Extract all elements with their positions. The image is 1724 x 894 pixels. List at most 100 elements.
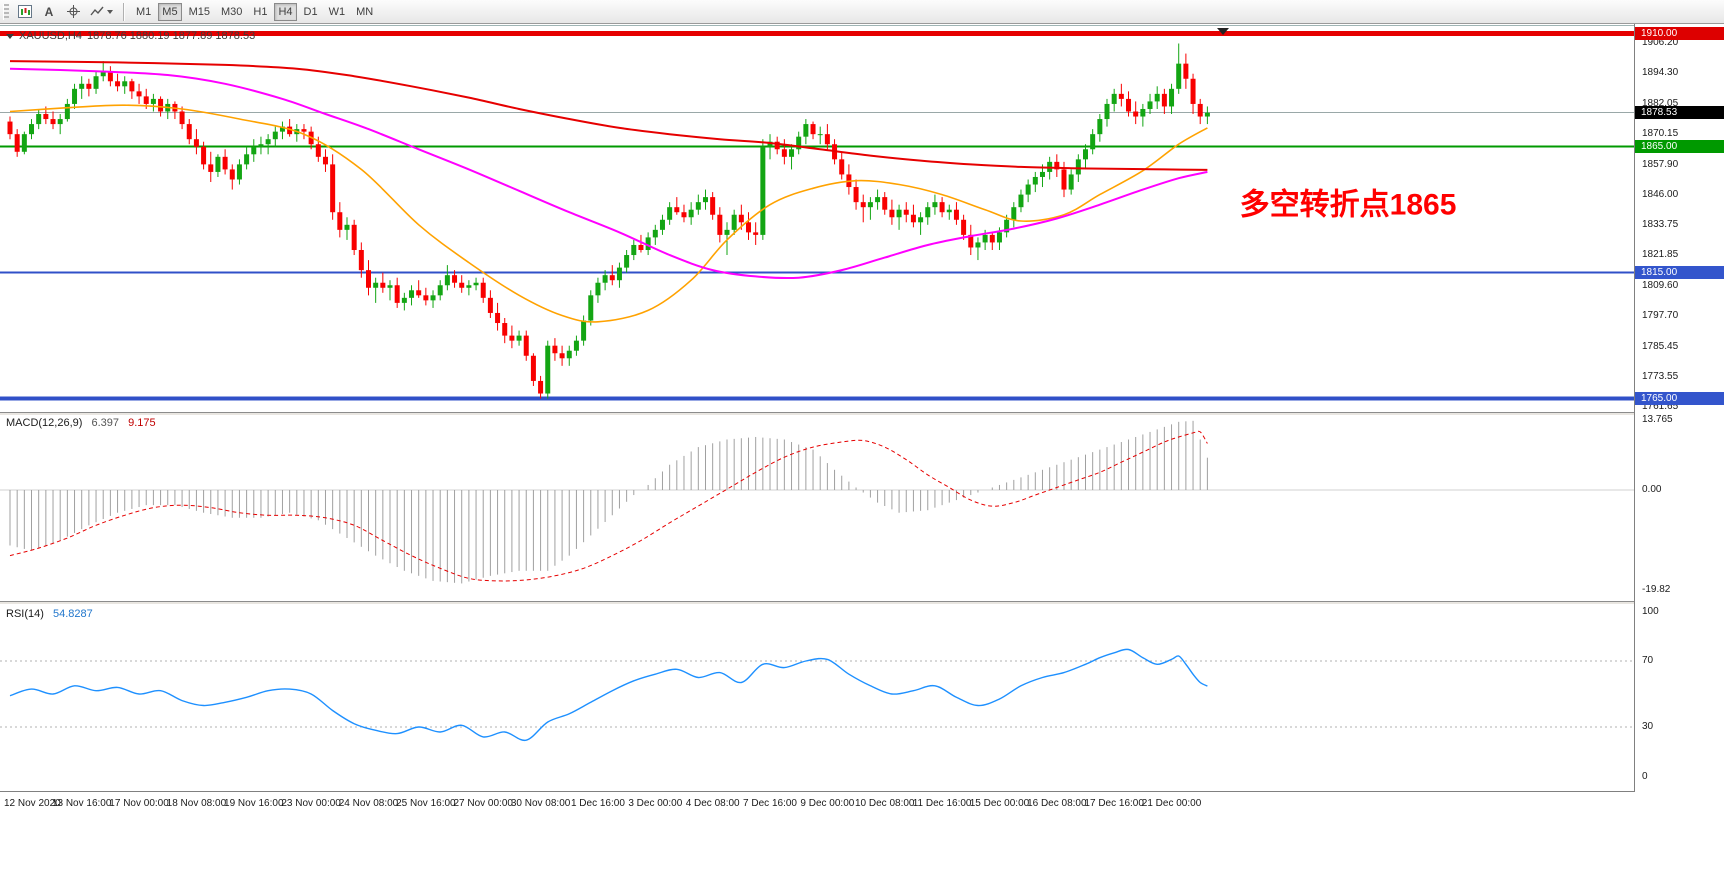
- candle-body: [681, 212, 687, 218]
- timeframe-button-d1[interactable]: D1: [303, 5, 318, 18]
- candle-body: [523, 335, 529, 356]
- candle-body: [115, 81, 121, 87]
- time-label: 30 Nov 08:00: [510, 798, 571, 809]
- chart-window-icon[interactable]: [14, 2, 36, 22]
- candle-body: [208, 164, 214, 172]
- rsi-label: RSI(14) 54.8287: [6, 608, 93, 620]
- candle-body: [738, 214, 744, 223]
- time-label: 23 Nov 00:00: [281, 798, 341, 809]
- price-tick-1846.00: 1846.00: [1642, 188, 1679, 200]
- candle-body: [344, 224, 350, 230]
- draw-tool-icon[interactable]: [86, 2, 116, 22]
- panel-separator-rsi[interactable]: [0, 601, 1724, 605]
- candle-body: [1197, 103, 1203, 117]
- candle-body: [193, 139, 199, 147]
- candle-body: [201, 146, 207, 165]
- candle-body: [1140, 108, 1146, 117]
- time-axis[interactable]: 12 Nov 2020 13 Nov 16:00 17 Nov 00:00 18 No…: [0, 791, 1724, 817]
- price-tick-1894.30: 1894.30: [1642, 66, 1679, 78]
- text-tool-icon[interactable]: A: [38, 2, 60, 22]
- main-chart-canvas[interactable]: 多空转折点1865: [0, 24, 1634, 413]
- candle-body: [595, 282, 601, 296]
- draw-tool-icon-svg: [89, 6, 104, 16]
- candle-body: [150, 98, 156, 104]
- price-tick-1797.70: 1797.70: [1642, 310, 1679, 322]
- candle-body: [538, 380, 544, 394]
- candle-body: [1061, 169, 1067, 190]
- symbol-dropdown-icon[interactable]: [6, 33, 14, 39]
- candle-body: [380, 282, 386, 288]
- candle-body: [107, 71, 113, 82]
- candle-body: [158, 98, 164, 112]
- price-tick-1773.55: 1773.55: [1642, 371, 1679, 383]
- ma-mid-magenta: [9, 67, 1208, 280]
- candle-body: [810, 124, 816, 135]
- crosshair-icon[interactable]: [62, 2, 84, 22]
- candle-body: [366, 270, 371, 288]
- rsi-panel-canvas[interactable]: [0, 606, 1634, 792]
- candle-body: [760, 146, 766, 235]
- timeframe-button-h4[interactable]: H4: [274, 2, 297, 21]
- timeframe-button-w1[interactable]: W1: [328, 5, 346, 18]
- macd-panel-canvas[interactable]: [0, 415, 1634, 601]
- candle-body: [796, 136, 802, 150]
- time-label: 24 Nov 08:00: [338, 798, 399, 809]
- candle-body: [136, 91, 142, 97]
- candle-body: [251, 146, 257, 155]
- time-label: 4 Dec 08:00: [685, 798, 740, 809]
- price-axis[interactable]: 1906.20 1894.30 1882.05 1870.15 1857.90 1846.…: [1634, 24, 1724, 792]
- timeframe-button-m15[interactable]: M15: [188, 5, 210, 18]
- candle-body: [416, 290, 422, 296]
- time-label: 12 Nov 2020: [4, 798, 61, 809]
- annotation-text: 多空转折点1865: [1240, 189, 1457, 222]
- candle-body: [1004, 219, 1010, 233]
- candle-body: [287, 126, 293, 135]
- candle-body: [1097, 119, 1103, 135]
- ma-slow-red: [9, 60, 1208, 171]
- candle-body: [1133, 111, 1139, 117]
- candle-body: [509, 335, 515, 341]
- time-label: 7 Dec 16:00: [743, 798, 797, 809]
- candle-body: [996, 232, 1002, 243]
- price-tag-1765.00: 1765.00: [1635, 392, 1724, 406]
- candle-body: [1147, 101, 1153, 109]
- price-tick-1906.20: 1906.20: [1642, 37, 1679, 48]
- candle-body: [573, 340, 579, 351]
- time-label: 3 Dec 00:00: [628, 798, 683, 809]
- candle-body: [566, 350, 572, 359]
- time-label: 16 Dec 08:00: [1027, 798, 1087, 809]
- price-tick-1882.05: 1882.05: [1642, 97, 1679, 109]
- rsi-tick-100: 100: [1642, 605, 1659, 617]
- timeframe-button-mn[interactable]: MN: [356, 5, 374, 18]
- candle-body: [394, 285, 400, 303]
- candle-body: [953, 209, 959, 220]
- candle-body: [444, 275, 450, 286]
- candle-body: [122, 81, 128, 87]
- timeframe-button-h1[interactable]: H1: [253, 5, 268, 18]
- candle-body: [21, 134, 27, 152]
- candle-body: [1018, 194, 1024, 208]
- rsi-tick-0: 0: [1642, 770, 1648, 782]
- candle-body: [688, 209, 694, 218]
- toolbar-gripper[interactable]: [3, 3, 9, 20]
- timeframe-button-m5[interactable]: M5: [158, 2, 182, 21]
- timeframe-button-m1[interactable]: M1: [136, 5, 152, 18]
- candle-body: [50, 119, 56, 125]
- candle-body: [925, 207, 931, 218]
- candle-body: [631, 244, 637, 256]
- candle-body: [695, 202, 701, 210]
- panel-separator-macd[interactable]: [0, 412, 1724, 416]
- chart-shift-marker[interactable]: [1217, 28, 1229, 35]
- candle-body: [717, 214, 723, 235]
- candle-body: [272, 131, 278, 140]
- candle-body: [667, 207, 673, 220]
- candle-body: [1204, 112, 1210, 117]
- rsi-tick-30: 30: [1642, 721, 1654, 732]
- price-tag-1910.00: 1910.00: [1635, 26, 1724, 40]
- candle-body: [602, 275, 608, 283]
- candle-body: [229, 169, 235, 180]
- ma-fast-orange: [9, 104, 1208, 323]
- candle-body: [530, 355, 536, 381]
- candle-body: [301, 129, 307, 132]
- timeframe-button-m30[interactable]: M30: [220, 5, 243, 18]
